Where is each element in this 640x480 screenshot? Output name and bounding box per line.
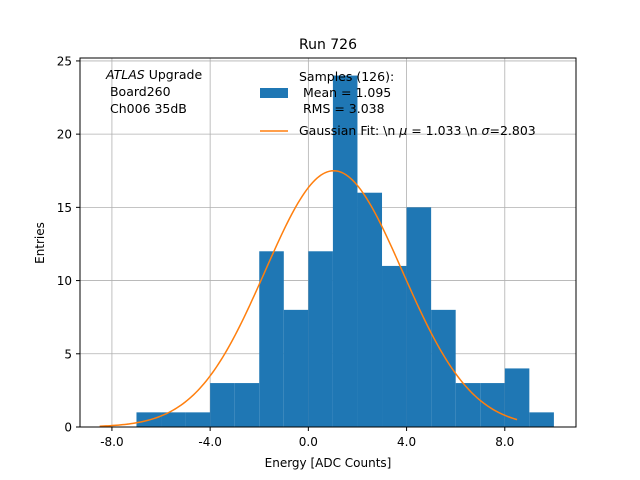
annotation-channel: Ch006 35dB	[106, 101, 187, 116]
histogram-bar	[308, 251, 333, 427]
legend-fit-sigma: σ	[482, 123, 491, 138]
legend: Samples (126): Mean = 1.095 RMS = 3.038 …	[260, 69, 536, 138]
histogram-bar	[357, 192, 383, 427]
x-tick-label: -8.0	[100, 435, 123, 449]
legend-histogram-swatch	[260, 88, 288, 98]
annotation-line-1: ATLAS Upgrade	[105, 67, 202, 82]
histogram-bar	[504, 368, 530, 427]
legend-fit-mid: = 1.033 \n	[407, 123, 481, 138]
y-axis-ticks: 0 5 10 15 20 25	[57, 54, 80, 435]
histogram-bar	[480, 383, 505, 427]
annotation-board: Board260	[106, 84, 171, 99]
y-tick-label: 5	[64, 347, 72, 361]
legend-fit-suffix: =2.803	[489, 123, 535, 138]
histogram-bars	[136, 75, 554, 428]
grid	[80, 58, 576, 428]
y-tick-label: 10	[57, 274, 72, 288]
histogram-bar	[283, 309, 309, 427]
legend-fit-prefix: Gaussian Fit: \n	[299, 123, 399, 138]
annotation-upgrade: Upgrade	[145, 67, 203, 82]
x-tick-label: -4.0	[198, 435, 221, 449]
histogram-bar	[161, 412, 186, 427]
x-axis-label: Energy [ADC Counts]	[265, 456, 392, 470]
histogram-bar	[234, 383, 260, 427]
histogram-bar	[529, 412, 554, 427]
legend-fit-label: Gaussian Fit: \n μ = 1.033 \n σ=2.803	[299, 123, 536, 138]
x-tick-label: 0.0	[299, 435, 318, 449]
chart-title: Run 726	[299, 37, 357, 53]
y-tick-label: 0	[64, 421, 72, 435]
x-tick-label: 8.0	[495, 435, 514, 449]
y-tick-label: 20	[57, 128, 72, 142]
histogram-bar	[210, 383, 235, 427]
x-axis-ticks: -8.0 -4.0 0.0 4.0 8.0	[100, 427, 514, 449]
legend-mean-label: Mean = 1.095	[299, 85, 391, 100]
plot-frame	[79, 57, 577, 428]
histogram-bar	[259, 251, 284, 427]
histogram-bar	[382, 265, 407, 427]
legend-rms-label: RMS = 3.038	[299, 101, 385, 116]
histogram-bar	[455, 383, 481, 427]
legend-fit-mu: μ	[398, 123, 407, 138]
y-tick-label: 25	[57, 54, 72, 68]
histogram-bar	[185, 412, 211, 427]
x-tick-label: 4.0	[397, 435, 416, 449]
gaussian-fit-curve	[99, 169, 518, 427]
annotation-atlas: ATLAS	[105, 67, 145, 82]
histogram-bar	[406, 207, 432, 427]
y-axis-label: Entries	[33, 222, 47, 264]
histogram-bar	[332, 75, 358, 428]
y-tick-label: 15	[57, 201, 72, 215]
atlas-annotation: ATLAS Upgrade Board260 Ch006 35dB	[105, 67, 202, 116]
legend-samples-label: Samples (126):	[299, 69, 394, 84]
